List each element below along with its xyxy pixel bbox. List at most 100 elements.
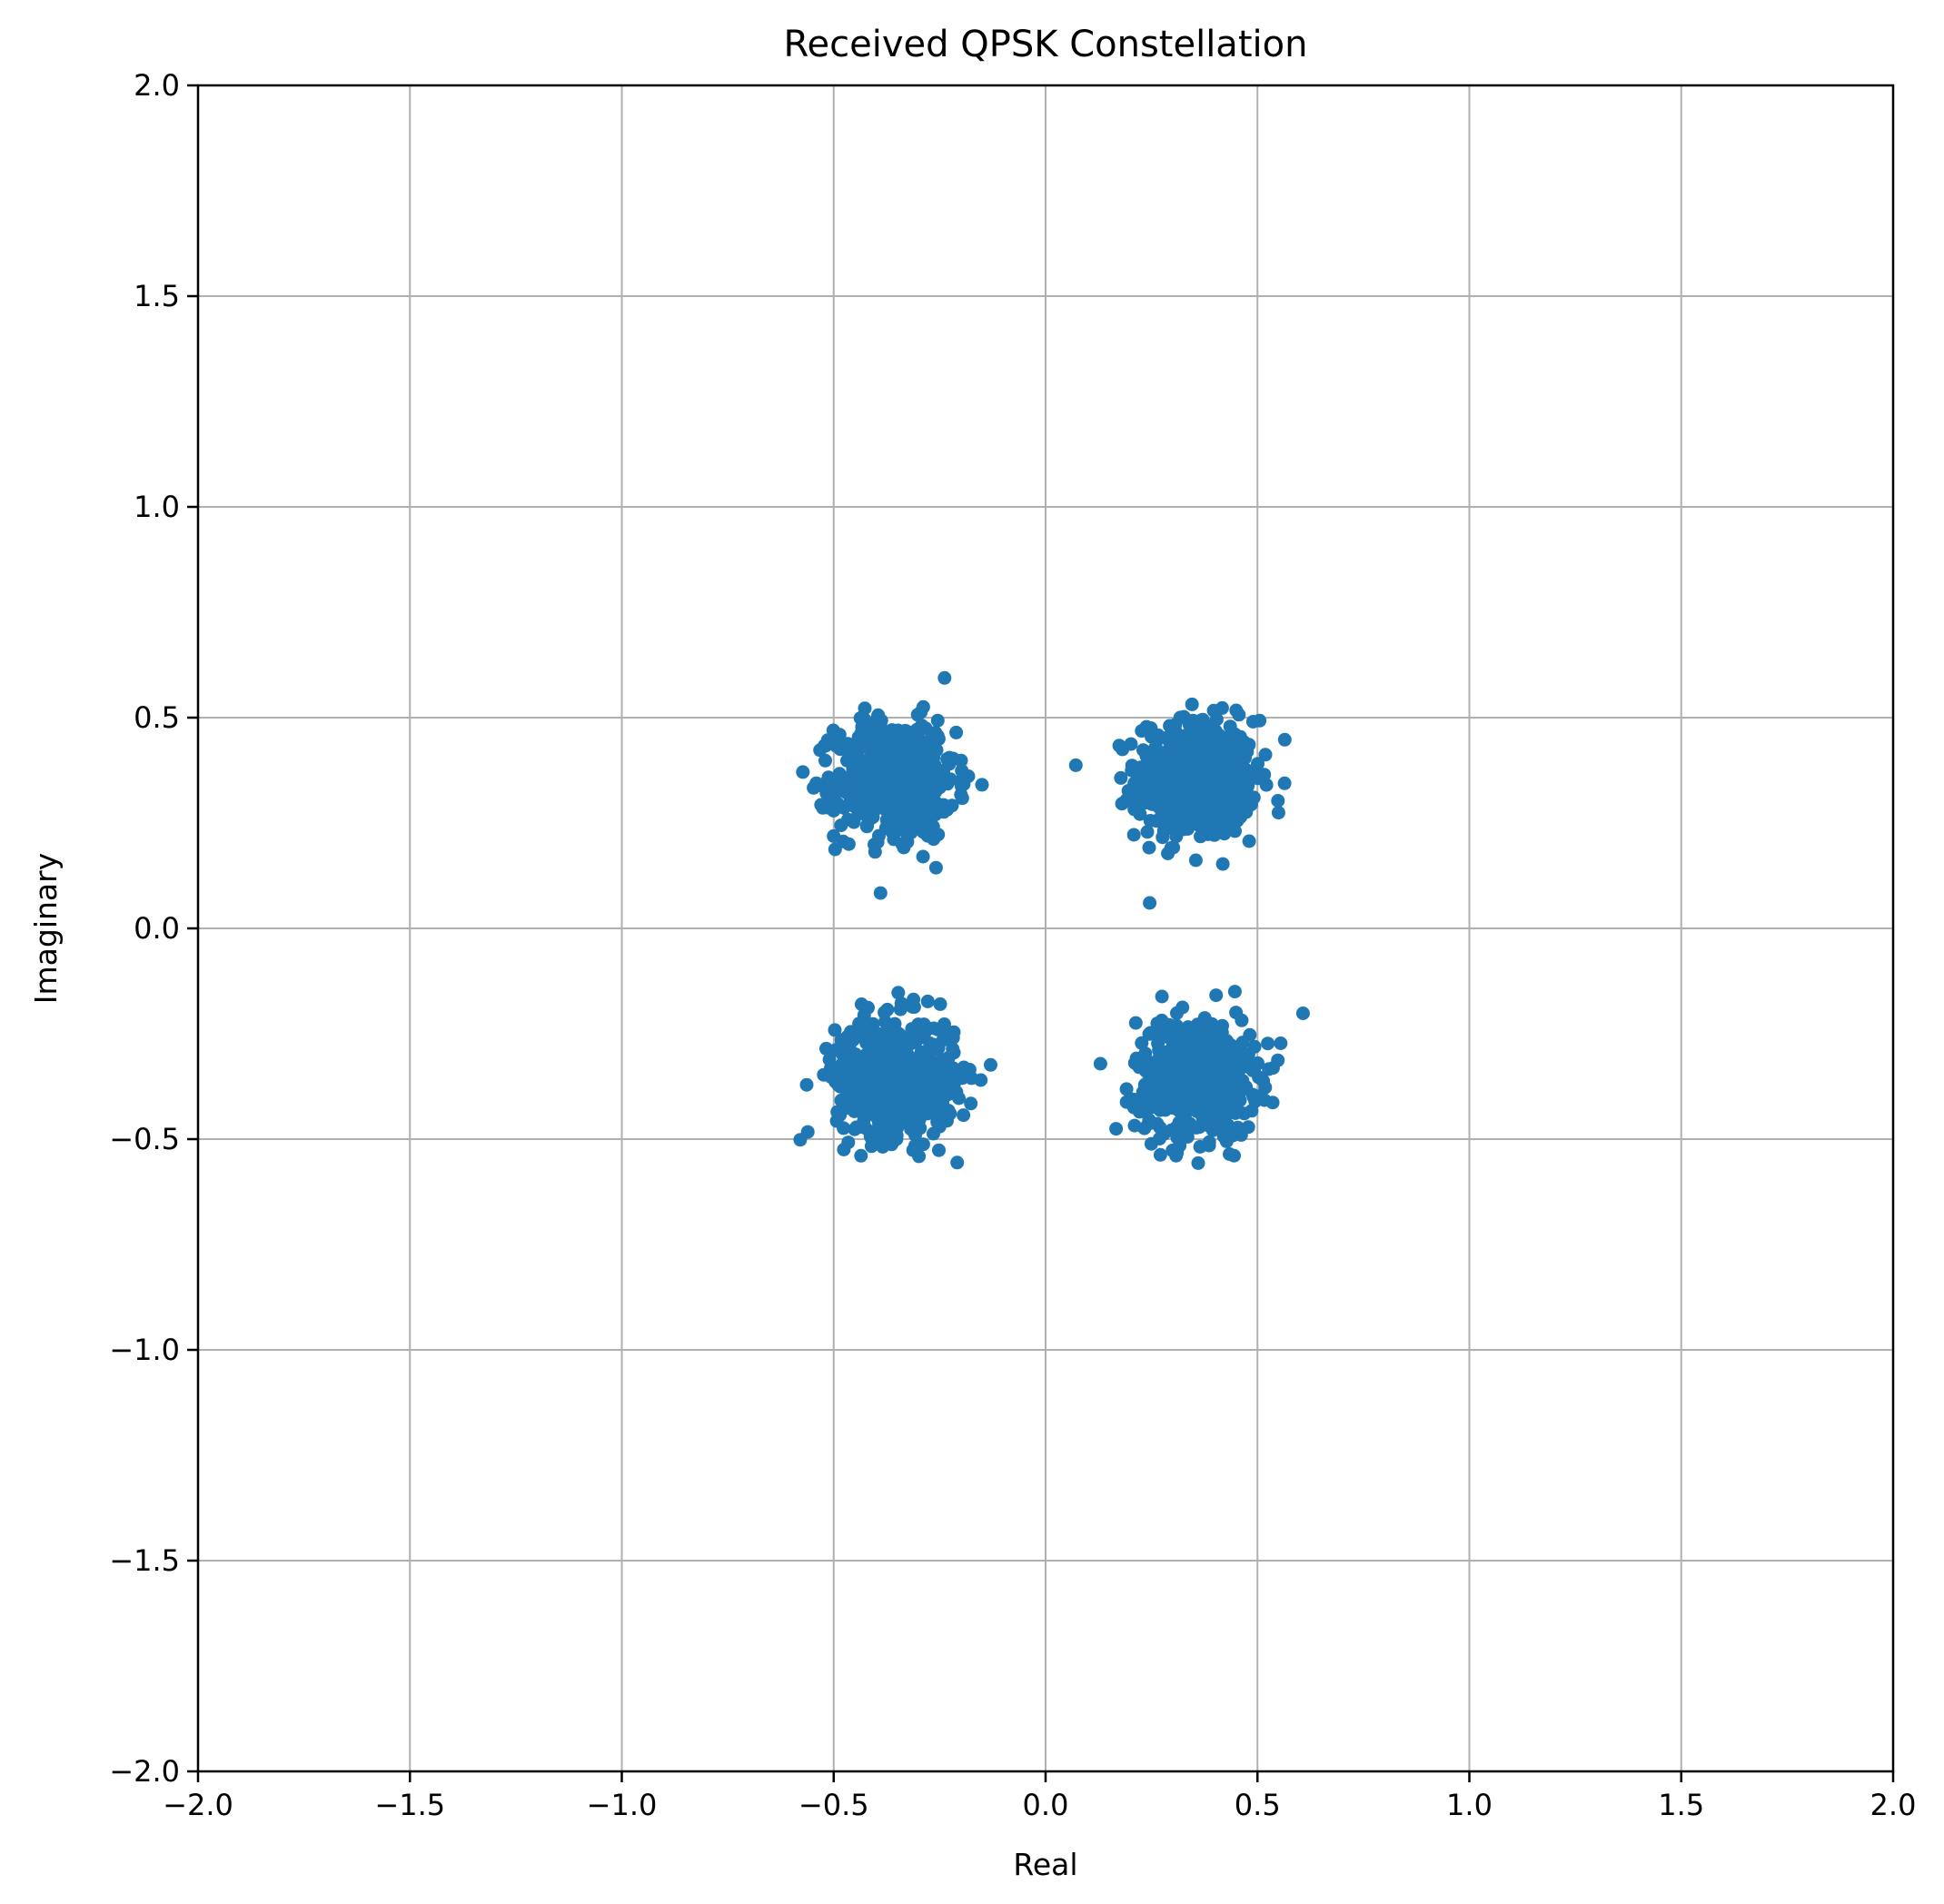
- scatter-point: [1128, 1016, 1143, 1030]
- chart-title: Received QPSK Constellation: [784, 24, 1308, 65]
- scatter-point: [829, 739, 844, 753]
- x-tick-label: −1.5: [374, 1788, 445, 1822]
- scatter-point: [1253, 713, 1267, 728]
- scatter-point: [1167, 1125, 1182, 1139]
- scatter-point: [917, 743, 932, 758]
- scatter-point: [1277, 776, 1292, 790]
- scatter-point: [907, 1036, 921, 1050]
- scatter-point: [1274, 1036, 1288, 1050]
- scatter-point: [1159, 788, 1173, 803]
- scatter-point: [1137, 796, 1152, 810]
- scatter-point: [841, 837, 856, 851]
- y-tick-label: −1.0: [109, 1333, 180, 1367]
- scatter-point: [928, 785, 943, 799]
- scatter-point: [927, 1021, 941, 1036]
- scatter-point: [865, 1107, 879, 1122]
- axes: −2.0 −1.5 −1.0 −0.5 0.0 0.5 1.0 1.5 2.0 −2.0 −1.5 −…: [109, 68, 1916, 1822]
- y-tick-label: −1.5: [109, 1543, 180, 1578]
- scatter-point: [975, 778, 989, 792]
- scatter-point: [917, 819, 931, 834]
- scatter-point: [1277, 732, 1292, 747]
- scatter-point: [899, 1084, 914, 1098]
- y-tick-label: 1.0: [134, 490, 180, 524]
- scatter-point: [937, 1017, 951, 1031]
- scatter-point: [907, 1000, 921, 1015]
- scatter-point: [1235, 796, 1248, 809]
- scatter-point: [1168, 739, 1183, 753]
- scatter-point: [853, 781, 868, 795]
- scatter-point: [1068, 758, 1083, 772]
- scatter-point: [854, 997, 868, 1011]
- scatter-point: [835, 1036, 849, 1050]
- scatter-point: [878, 1116, 892, 1131]
- scatter-point: [1204, 765, 1217, 779]
- scatter-point: [872, 828, 886, 843]
- scatter-point: [1261, 1036, 1275, 1051]
- scatter-point: [853, 711, 868, 725]
- scatter-point: [1271, 794, 1285, 808]
- scatter-point: [832, 728, 847, 742]
- scatter-point: [1230, 767, 1245, 781]
- scatter-point: [1153, 1147, 1167, 1162]
- scatter-point: [1153, 1084, 1167, 1098]
- scatter-point: [1124, 737, 1138, 751]
- scatter-point: [800, 1125, 815, 1139]
- scatter-point: [1180, 795, 1195, 809]
- scatter-point: [852, 1027, 867, 1042]
- scatter-point: [1155, 989, 1169, 1004]
- scatter-point: [931, 828, 946, 842]
- scatter-point: [1242, 834, 1256, 848]
- scatter-point: [1158, 731, 1173, 745]
- scatter-point: [1229, 1006, 1244, 1020]
- scatter-point: [955, 763, 969, 778]
- scatter-point: [1220, 1079, 1235, 1094]
- scatter-point: [838, 1065, 853, 1079]
- scatter-point: [1155, 1013, 1169, 1027]
- scatter-point: [1238, 750, 1252, 765]
- scatter-point: [828, 842, 842, 857]
- scatter-point: [1185, 817, 1199, 831]
- scatter-point: [1127, 1118, 1142, 1133]
- scatter-point: [827, 804, 841, 818]
- scatter-point: [930, 1105, 945, 1119]
- scatter-point: [1220, 808, 1234, 822]
- scatter-point: [1178, 1115, 1193, 1129]
- scatter-point: [818, 739, 833, 753]
- scatter-point: [928, 860, 943, 875]
- scatter-point: [1185, 697, 1199, 711]
- scatter-point: [856, 791, 870, 806]
- scatter-point: [841, 812, 855, 827]
- scatter-point: [1189, 1046, 1204, 1061]
- scatter-point: [927, 1076, 941, 1090]
- scatter-point: [954, 753, 968, 768]
- scatter-point: [1161, 847, 1175, 860]
- scatter-point: [1265, 1096, 1280, 1110]
- scatter-point: [1196, 1086, 1211, 1101]
- scatter-point: [818, 753, 832, 768]
- scatter-point: [949, 725, 964, 739]
- x-tick-label: 1.0: [1446, 1788, 1493, 1822]
- scatter-point: [1238, 1055, 1253, 1069]
- scatter-point: [892, 1031, 907, 1046]
- scatter-point: [1215, 857, 1230, 871]
- x-axis-label: Real: [1013, 1847, 1077, 1882]
- scatter-point: [1170, 1145, 1185, 1160]
- scatter-point: [1145, 1076, 1158, 1090]
- y-tick-label: −2.0: [109, 1754, 180, 1789]
- scatter-point: [1205, 778, 1220, 792]
- scatter-point: [847, 751, 860, 766]
- scatter-point: [1219, 770, 1233, 785]
- scatter-point: [1195, 713, 1209, 728]
- scatter-point: [1202, 1135, 1216, 1149]
- scatter-point: [828, 787, 842, 801]
- scatter-point: [920, 994, 935, 1008]
- scatter-point: [1135, 724, 1149, 739]
- scatter-point: [855, 1100, 869, 1115]
- scatter-point: [1143, 1116, 1157, 1130]
- scatter-point: [930, 713, 945, 728]
- scatter-point: [1177, 750, 1192, 765]
- scatter-point: [1149, 749, 1164, 764]
- scatter-point: [1295, 1007, 1310, 1020]
- scatter-point: [1158, 1103, 1173, 1117]
- scatter-point: [1232, 1086, 1246, 1100]
